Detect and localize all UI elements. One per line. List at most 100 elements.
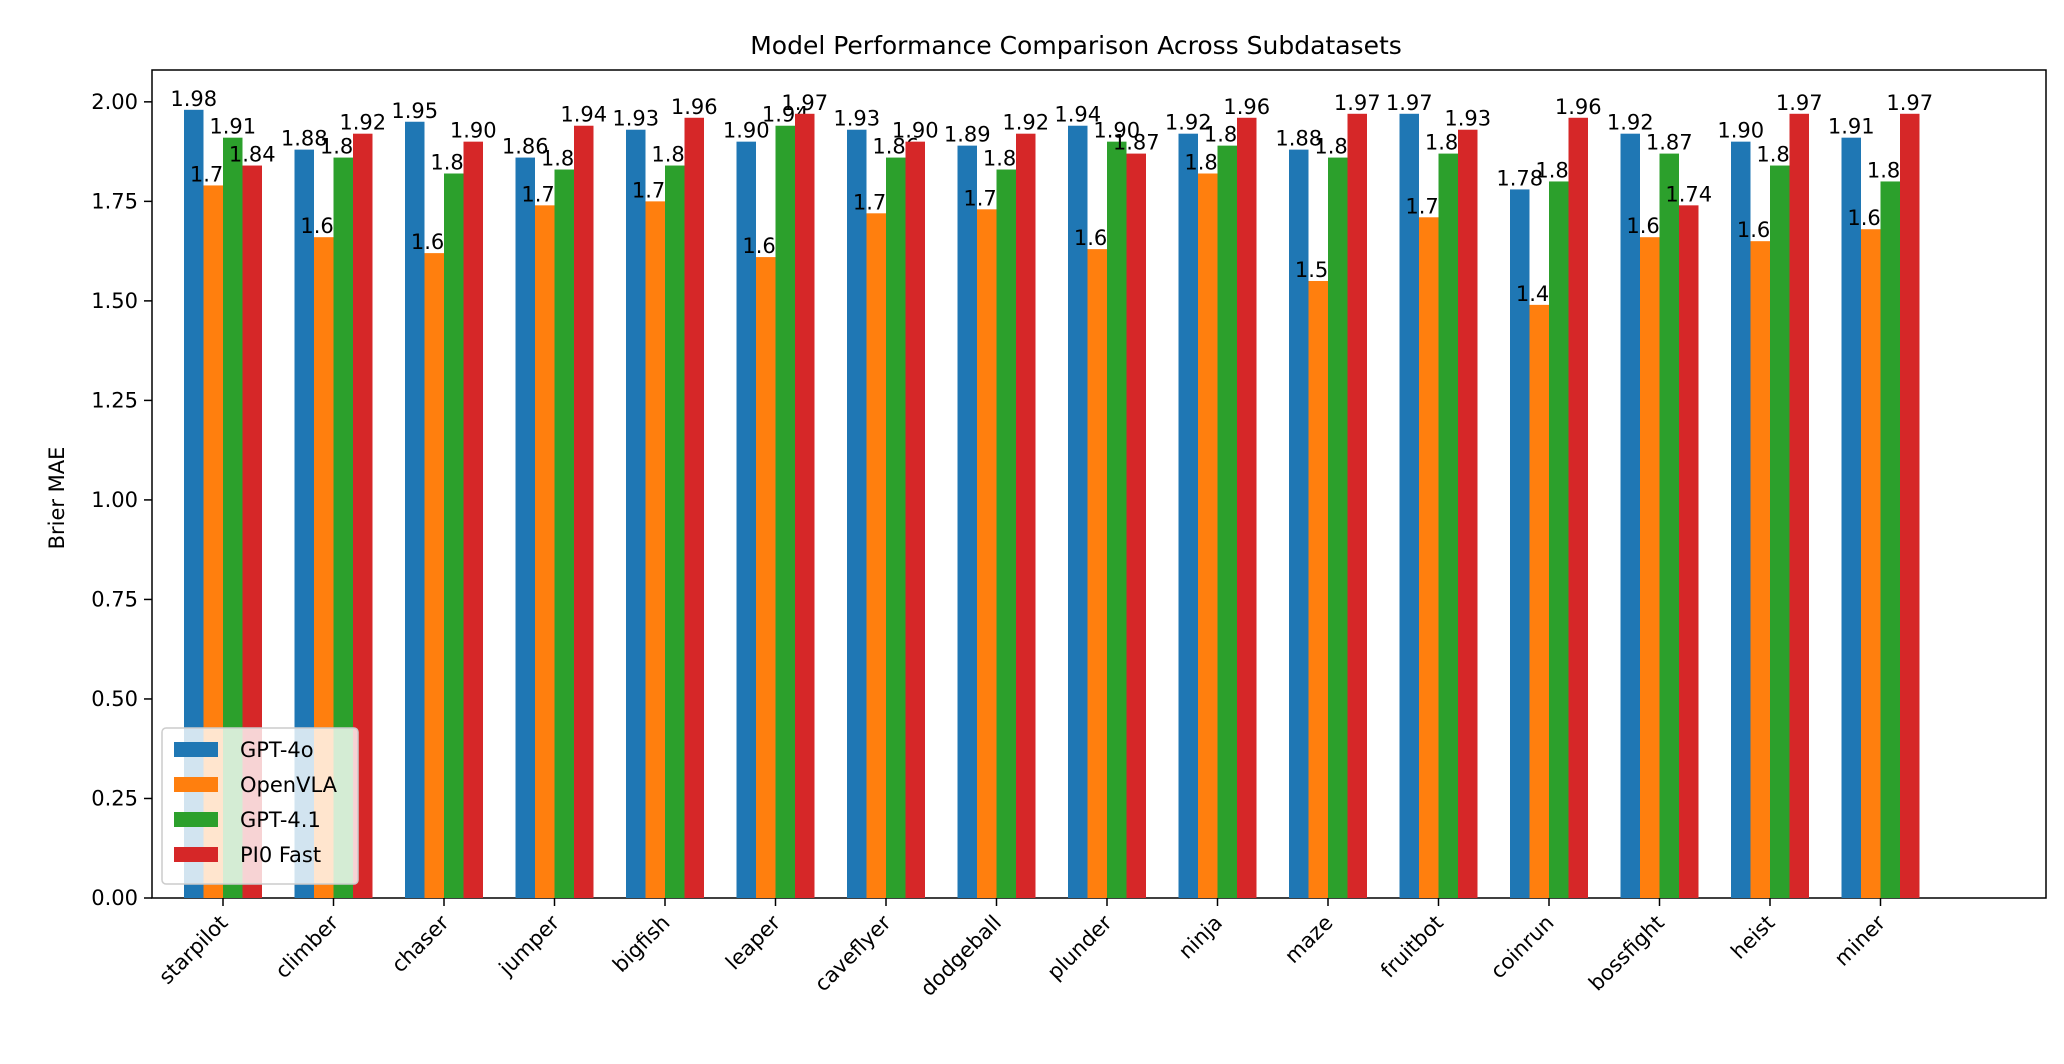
bar-openvla-coinrun	[1529, 304, 1549, 899]
bar-openvla-caveflyer	[866, 213, 886, 899]
bar-value-label: 1.96	[1223, 95, 1270, 119]
x-tick-label: ninja	[1174, 911, 1227, 964]
bar-value-label: 1.95	[391, 99, 438, 123]
bar-value-label: 1.97	[1334, 91, 1381, 115]
bar-openvla-maze	[1308, 280, 1328, 898]
bar-gpt-4o-chaser	[405, 121, 425, 898]
bar-value-label: 1.90	[1093, 119, 1140, 143]
y-tick-label: 0.75	[91, 587, 138, 611]
bar-gpt-4-1-bossfight	[1659, 153, 1679, 898]
plot-area: 0.00 0.25 0.50 0.75 1.00 1.25 1.50 1.75 2.00 1.98…	[91, 69, 2047, 1001]
bar-gpt-4-1-chaser	[444, 173, 464, 898]
bar-value-label: 1.93	[833, 107, 880, 131]
bar-gpt-4o-plunder	[1068, 125, 1088, 898]
bar-pi0-fast-climber	[353, 133, 373, 898]
bar-pi0-fast-jumper	[574, 125, 594, 898]
y-tick-label: 1.75	[91, 189, 138, 213]
x-tick-label: leaper	[721, 910, 785, 974]
bar-pi0-fast-fruitbot	[1458, 129, 1478, 898]
bar-openvla-miner	[1861, 229, 1881, 898]
bar-gpt-4-1-starpilot	[223, 137, 243, 898]
bar-pi0-fast-chaser	[463, 141, 483, 899]
bar-gpt-4o-dodgeball	[957, 145, 977, 898]
bar-gpt-4-1-jumper	[554, 169, 574, 898]
bar-gpt-4-1-caveflyer	[886, 157, 906, 899]
y-tick-label: 1.25	[91, 388, 138, 412]
bar-pi0-fast-leaper	[795, 113, 815, 899]
bar-value-label: 1.90	[723, 119, 770, 143]
x-tick-label: climber	[271, 910, 344, 983]
bar-value-label: 1.91	[209, 115, 256, 139]
bar-gpt-4o-miner	[1841, 137, 1861, 898]
bar-openvla-chaser	[424, 253, 444, 899]
bar-value-label: 1.78	[1496, 166, 1543, 190]
x-tick-label: bigfish	[608, 911, 674, 977]
y-tick-label: 1.50	[91, 289, 138, 313]
legend-swatch	[174, 812, 218, 827]
bar-value-label: 1.96	[671, 95, 718, 119]
bar-pi0-fast-starpilot	[242, 165, 262, 899]
bar-pi0-fast-bigfish	[684, 117, 704, 899]
bar-gpt-4o-heist	[1731, 141, 1751, 899]
bar-gpt-4-1-maze	[1328, 157, 1348, 899]
bar-gpt-4o-caveflyer	[847, 129, 867, 898]
x-tick-label: maze	[1280, 911, 1337, 968]
bar-gpt-4-1-bigfish	[665, 165, 685, 899]
bar-value-label: 1.96	[1555, 95, 1602, 119]
bar-value-label: 1.98	[170, 87, 217, 111]
x-tick-label: fruitbot	[1376, 911, 1448, 983]
bar-value-label: 1.84	[229, 143, 276, 167]
bar-value-label: 1.90	[1717, 119, 1764, 143]
bar-value-label: 1.92	[1002, 111, 1049, 135]
bar-value-label: 1.94	[1054, 103, 1101, 127]
x-tick-label: starpilot	[154, 911, 232, 989]
bar-pi0-fast-bossfight	[1679, 205, 1699, 898]
bar-value-label: 1.88	[281, 127, 328, 151]
chart-title: Model Performance Comparison Across Subd…	[750, 31, 1402, 60]
bar-value-label: 1.97	[1886, 91, 1933, 115]
bar-value-label: 1.92	[339, 111, 386, 135]
bar-gpt-4-1-coinrun	[1549, 181, 1569, 898]
legend-swatch	[174, 847, 218, 862]
bar-gpt-4o-jumper	[515, 157, 535, 899]
y-tick-label: 2.00	[91, 90, 138, 114]
x-tick-label: chaser	[387, 910, 454, 977]
bar-pi0-fast-heist	[1789, 113, 1809, 899]
bar-gpt-4o-climber	[294, 149, 314, 899]
y-axis-label: Brier MAE	[45, 447, 69, 550]
bar-value-label: 1.87	[1646, 131, 1693, 155]
bar-openvla-bigfish	[645, 201, 665, 899]
bar-gpt-4-1-climber	[333, 157, 353, 899]
bar-gpt-4o-coinrun	[1510, 189, 1530, 898]
bar-gpt-4o-fruitbot	[1399, 113, 1419, 899]
bar-openvla-jumper	[535, 205, 555, 898]
x-tick-label: plunder	[1043, 910, 1117, 984]
x-tick-label: bossfight	[1584, 911, 1669, 996]
legend: GPT-4o OpenVLA GPT-4.1 PI0 Fast	[161, 727, 359, 885]
bar-pi0-fast-dodgeball	[1016, 133, 1036, 898]
legend-label: OpenVLA	[240, 773, 338, 797]
bar-gpt-4o-ninja	[1178, 133, 1198, 898]
bar-value-label: 1.97	[781, 91, 828, 115]
bar-value-label: 1.93	[612, 107, 659, 131]
bar-gpt-4-1-fruitbot	[1438, 153, 1458, 898]
x-tick-label: heist	[1726, 911, 1779, 964]
bar-value-label: 1.92	[1607, 111, 1654, 135]
bar-value-label: 1.94	[560, 103, 607, 127]
legend-label: GPT-4o	[240, 738, 314, 762]
bar-pi0-fast-caveflyer	[905, 141, 925, 899]
bar-value-label: 1.74	[1665, 182, 1712, 206]
bar-gpt-4o-starpilot	[184, 109, 204, 899]
bar-openvla-plunder	[1087, 249, 1107, 898]
legend-swatch	[174, 777, 218, 792]
bar-gpt-4-1-plunder	[1107, 141, 1127, 899]
bar-gpt-4o-leaper	[736, 141, 756, 899]
legend-swatch	[174, 742, 218, 757]
x-tick-label: caveflyer	[810, 910, 896, 996]
bar-pi0-fast-miner	[1900, 113, 1920, 899]
x-tick-label: miner	[1830, 910, 1890, 970]
bar-gpt-4-1-leaper	[775, 125, 795, 898]
bar-value-label: 1.90	[450, 119, 497, 143]
x-tick-label: dodgeball	[916, 911, 1006, 1001]
bar-value-label: 1.91	[1828, 115, 1875, 139]
